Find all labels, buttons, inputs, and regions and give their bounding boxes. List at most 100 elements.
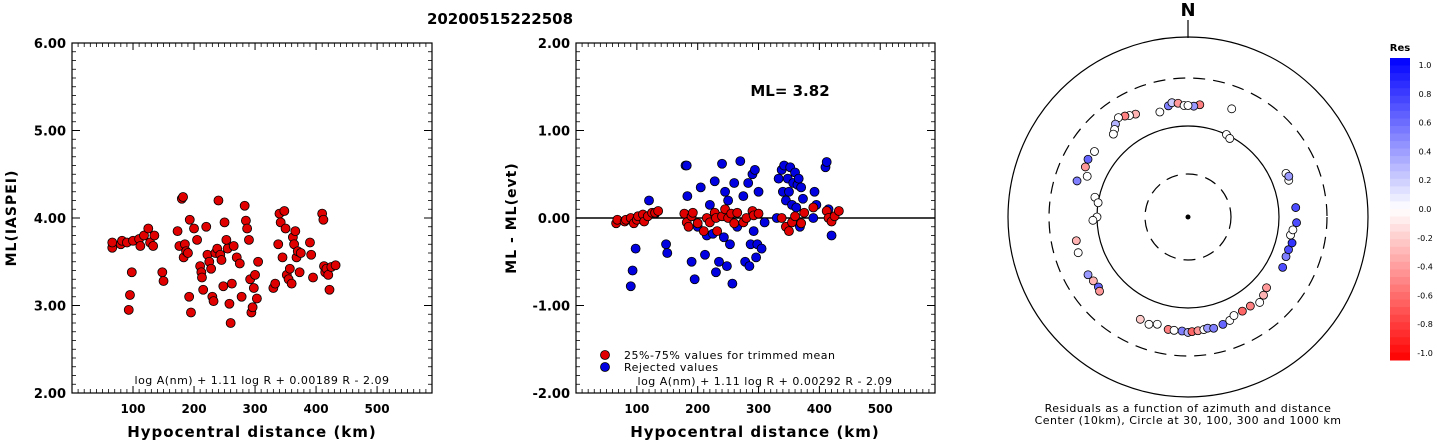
data-point: [253, 256, 264, 267]
data-point: [833, 206, 844, 216]
data-point: [753, 186, 764, 197]
colorbar-tick-label: 0.4: [1419, 147, 1432, 156]
data-point: [790, 211, 800, 222]
data-point: [756, 243, 767, 254]
data-point: [808, 213, 819, 223]
station-marker: [1093, 198, 1103, 208]
x-tick-label: 300: [746, 402, 771, 416]
legend-label-rejected: Rejected values: [624, 361, 719, 374]
data-point: [630, 243, 641, 254]
data-point: [692, 218, 703, 229]
data-point: [172, 226, 183, 237]
station-marker: [1284, 245, 1293, 255]
data-point: [784, 186, 794, 197]
x-tick-label: 100: [120, 402, 145, 416]
station-marker: [1088, 215, 1098, 225]
data-point: [244, 234, 254, 245]
data-point: [184, 291, 195, 302]
data-point: [290, 226, 301, 237]
y-tick-label: -1.00: [533, 300, 570, 315]
ring-300km: [1048, 77, 1328, 357]
colorbar-tick-label: -0.2: [1417, 234, 1433, 243]
data-point: [242, 223, 253, 234]
data-point: [248, 283, 259, 293]
colorbar-segment: [1390, 307, 1410, 316]
ring-30km: [1144, 173, 1232, 261]
y-tick-label: 0.00: [538, 212, 570, 227]
data-point: [759, 217, 770, 228]
colorbar-tick-label: 1.0: [1419, 61, 1432, 70]
station-marker: [1090, 147, 1099, 156]
data-point: [126, 267, 137, 278]
colorbar-segment: [1390, 88, 1410, 97]
data-point: [776, 213, 787, 223]
colorbar-segment: [1390, 186, 1410, 195]
y-tick-label: 4.00: [34, 212, 66, 227]
data-point: [208, 296, 219, 307]
y-tick-label: 1.00: [538, 125, 570, 140]
data-point: [279, 206, 290, 216]
x-tick-label: 100: [624, 402, 649, 416]
station-marker: [1284, 171, 1294, 181]
colorbar-segment: [1390, 125, 1410, 134]
station-marker: [1288, 225, 1298, 235]
data-point: [236, 291, 247, 302]
colorbar-tick-label: 0.2: [1419, 176, 1432, 185]
data-point: [226, 278, 237, 289]
colorbar-segment: [1390, 292, 1410, 301]
data-point: [234, 258, 245, 269]
data-point: [183, 248, 193, 258]
ring-1000km: [1007, 36, 1369, 398]
data-point: [216, 255, 227, 265]
data-point: [722, 261, 732, 272]
data-point: [308, 272, 318, 283]
colorbar-tick-label: -1.0: [1417, 349, 1433, 358]
data-point: [714, 256, 724, 267]
data-point: [749, 164, 760, 175]
colorbar-tick-label: -0.6: [1417, 291, 1433, 300]
data-point: [251, 293, 262, 304]
data-point: [228, 241, 239, 251]
data-point: [751, 252, 762, 263]
data-point: [735, 156, 746, 167]
residual-vs-distance-panel: 100 200 300 400 500 -2.00 -1.00 0.00 1.00 2.00 ML…: [504, 37, 936, 441]
legend-marker-rejected: [600, 362, 610, 372]
x-axis-label: Hypocentral distance (km): [127, 423, 377, 441]
data-point: [247, 302, 258, 313]
data-point: [738, 191, 749, 202]
data-point: [139, 230, 149, 241]
data-point: [687, 207, 698, 218]
colorbar-segment: [1390, 352, 1410, 361]
colorbar-segment: [1390, 163, 1410, 172]
data-point: [218, 281, 229, 292]
data-point: [306, 249, 317, 260]
x-axis-label: Hypocentral distance (km): [630, 423, 880, 441]
data-point: [184, 214, 195, 225]
station-marker: [1083, 270, 1093, 280]
data-point: [686, 256, 697, 267]
data-point: [720, 186, 730, 197]
data-point: [280, 223, 291, 234]
y-tick-label: 5.00: [34, 125, 66, 140]
station-marker: [1291, 203, 1301, 212]
data-point: [198, 284, 209, 295]
station-marker: [1082, 171, 1092, 181]
colorbar-segment: [1390, 322, 1410, 331]
station-marker: [1071, 236, 1081, 246]
y-tick-label: -2.00: [533, 387, 570, 402]
data-point: [653, 206, 664, 216]
station-marker: [1169, 325, 1179, 335]
colorbar-segment: [1390, 329, 1410, 338]
station-marker: [1073, 248, 1083, 258]
data-point: [206, 263, 217, 274]
y-axis-label: ML - ML(evt): [504, 162, 520, 273]
data-point: [225, 318, 236, 328]
data-point: [186, 307, 196, 318]
data-point: [798, 193, 808, 204]
station-marker: [1227, 104, 1237, 114]
data-point: [625, 281, 636, 292]
data-point: [662, 248, 673, 258]
station-marker: [1183, 101, 1193, 110]
data-point: [189, 223, 199, 234]
data-point: [135, 241, 146, 251]
